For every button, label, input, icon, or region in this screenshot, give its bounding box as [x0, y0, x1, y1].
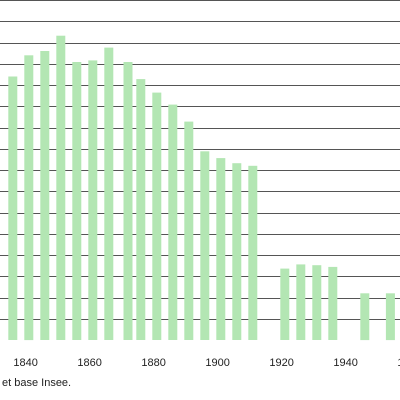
bar: [232, 163, 242, 340]
bar: [72, 62, 82, 340]
bar: [104, 47, 114, 340]
bar: [184, 121, 194, 340]
bar: [136, 79, 146, 340]
bar: [360, 293, 370, 341]
x-tick-label: 1920: [269, 357, 293, 369]
grid-lines: [0, 0, 400, 320]
source-caption: et base Insee.: [2, 377, 72, 389]
bar: [385, 293, 395, 341]
x-tick-label: 1880: [141, 357, 165, 369]
x-tick-label: 1840: [13, 357, 37, 369]
bar: [216, 158, 226, 340]
x-tick-label: 1940: [333, 357, 357, 369]
bar: [88, 60, 98, 341]
bar: [152, 92, 162, 340]
bar: [8, 76, 18, 340]
bar: [24, 55, 34, 341]
bar: [56, 35, 66, 340]
bar: [296, 264, 306, 340]
bar: [280, 268, 290, 340]
bar: [168, 104, 178, 340]
x-tick-label: 1960: [397, 357, 400, 369]
bar: [312, 265, 322, 340]
x-tick-label: 1900: [205, 357, 229, 369]
bar: [123, 62, 133, 340]
bar: [40, 51, 50, 340]
x-tick-labels: 1840 1860 1880 1900 1920 1940 1960: [13, 357, 400, 369]
bars: [8, 35, 395, 341]
bar: [328, 266, 338, 340]
bar: [200, 151, 210, 340]
bar: [248, 165, 258, 340]
x-tick-label: 1860: [77, 357, 101, 369]
